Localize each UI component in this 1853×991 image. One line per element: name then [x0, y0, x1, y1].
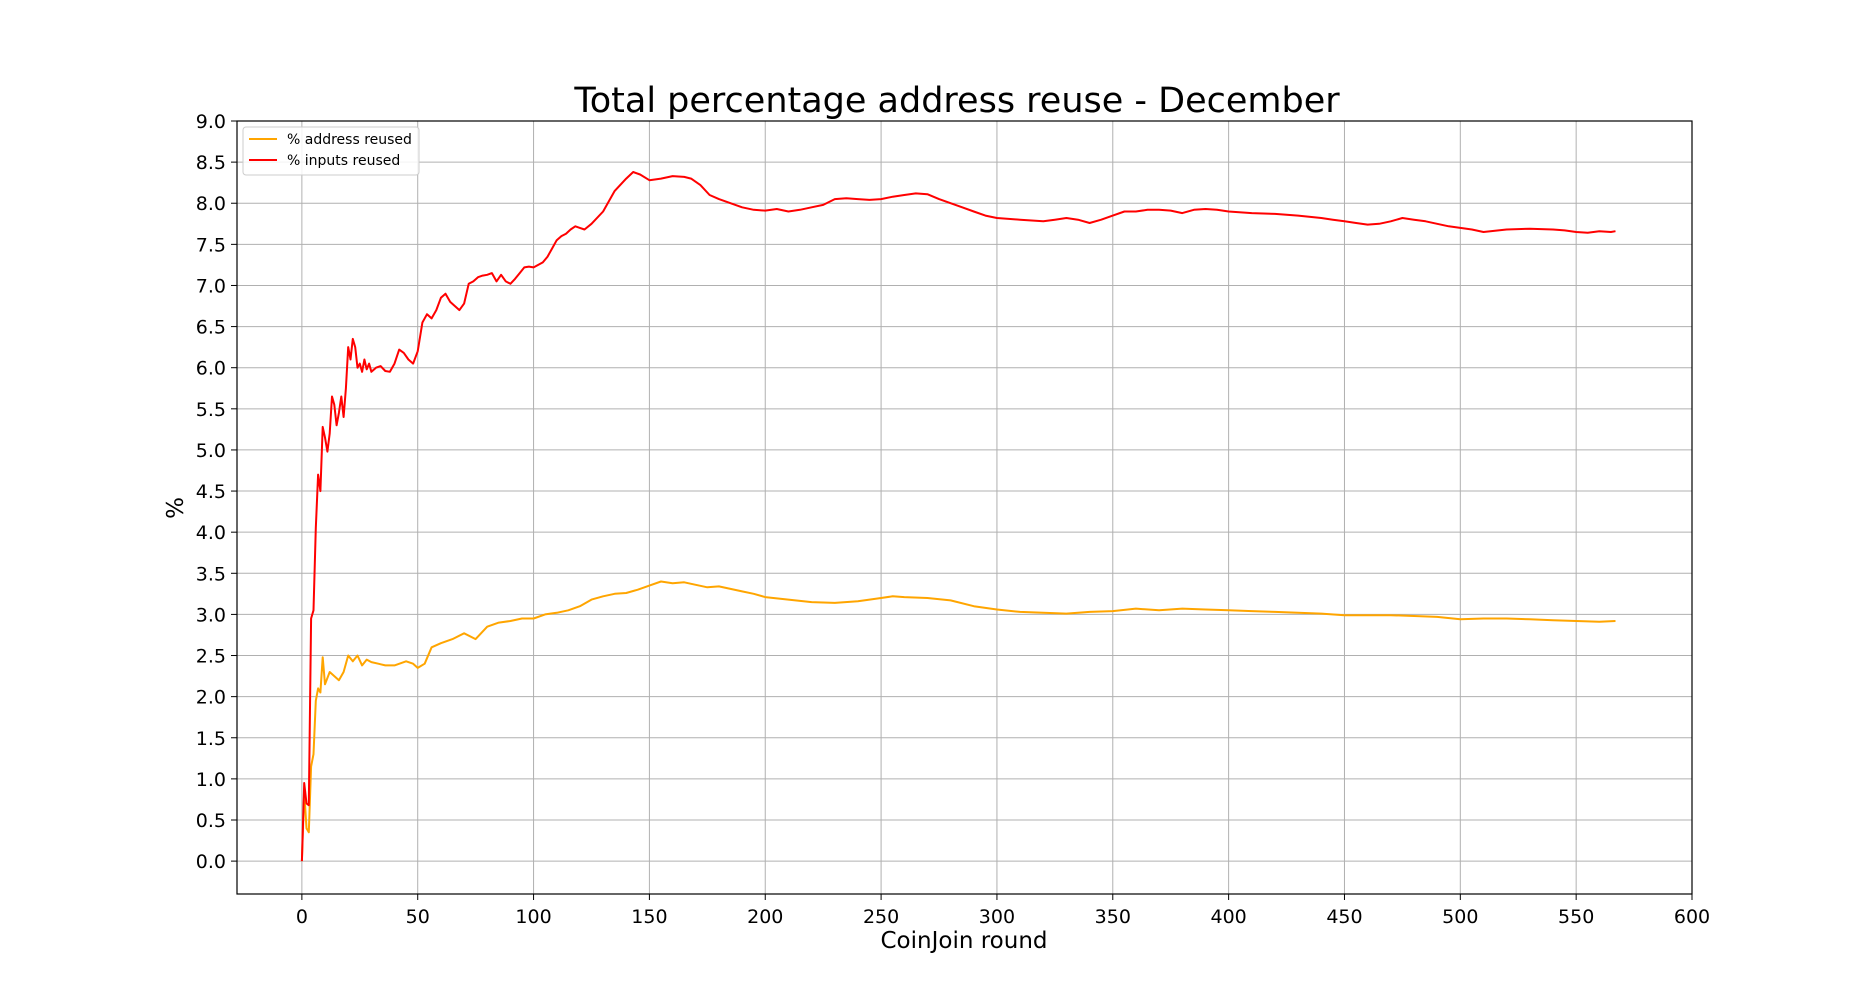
y-tick-label: 6.5	[196, 317, 226, 339]
x-tick-label: 300	[979, 906, 1015, 928]
x-tick-label: 600	[1674, 906, 1710, 928]
plot-frame	[236, 120, 1693, 895]
y-tick-label: 9.0	[196, 111, 226, 133]
legend-box	[242, 126, 420, 176]
y-axis-label: %	[163, 497, 189, 519]
x-tick-label: 350	[1095, 906, 1131, 928]
y-tick-label: 0.5	[196, 810, 226, 832]
y-tick-label: 8.5	[196, 152, 226, 174]
x-tick-label: 400	[1210, 906, 1246, 928]
series-layer	[300, 171, 1616, 862]
x-axis: 0 50 100 150 200 250 300 350 400 450 500 550 600	[296, 894, 1710, 928]
grid	[237, 120, 1693, 894]
y-tick-label: 2.5	[196, 646, 226, 668]
y-tick-label: 3.0	[196, 604, 226, 626]
x-tick-label: 450	[1326, 906, 1362, 928]
chart-title: Total percentage address reuse - Decembe…	[573, 81, 1340, 121]
legend: % address reused % inputs reused	[242, 126, 420, 176]
x-tick-label: 100	[515, 906, 551, 928]
x-tick-label: 0	[296, 906, 308, 928]
y-tick-label: 5.0	[196, 440, 226, 462]
y-tick-label: 7.0	[196, 275, 226, 297]
y-tick-label: 3.5	[196, 563, 226, 585]
y-tick-label: 1.0	[196, 769, 226, 791]
x-tick-label: 150	[631, 906, 667, 928]
series-line-address-reused	[300, 580, 1616, 862]
x-tick-label: 50	[406, 906, 430, 928]
x-tick-label: 200	[747, 906, 783, 928]
x-axis-label: CoinJoin round	[880, 928, 1047, 954]
x-tick-label: 250	[863, 906, 899, 928]
x-tick-label: 550	[1558, 906, 1594, 928]
y-tick-label: 7.5	[196, 234, 226, 256]
y-tick-label: 5.5	[196, 399, 226, 421]
y-tick-label: 4.5	[196, 481, 226, 503]
y-tick-label: 4.0	[196, 522, 226, 544]
legend-label: % address reused	[287, 132, 412, 148]
y-tick-label: 2.0	[196, 687, 226, 709]
y-tick-label: 6.0	[196, 358, 226, 380]
y-tick-label: 0.0	[196, 851, 226, 873]
y-axis: 0.0 0.5 1.0 1.5 2.0 2.5 3.0 3.5 4.0 4.5 5.0 5.5 6.0 6…	[196, 111, 237, 873]
x-tick-label: 500	[1442, 906, 1478, 928]
y-tick-label: 8.0	[196, 193, 226, 215]
series-line-inputs-reused	[300, 171, 1616, 862]
y-tick-label: 1.5	[196, 728, 226, 750]
legend-label: % inputs reused	[287, 153, 400, 169]
